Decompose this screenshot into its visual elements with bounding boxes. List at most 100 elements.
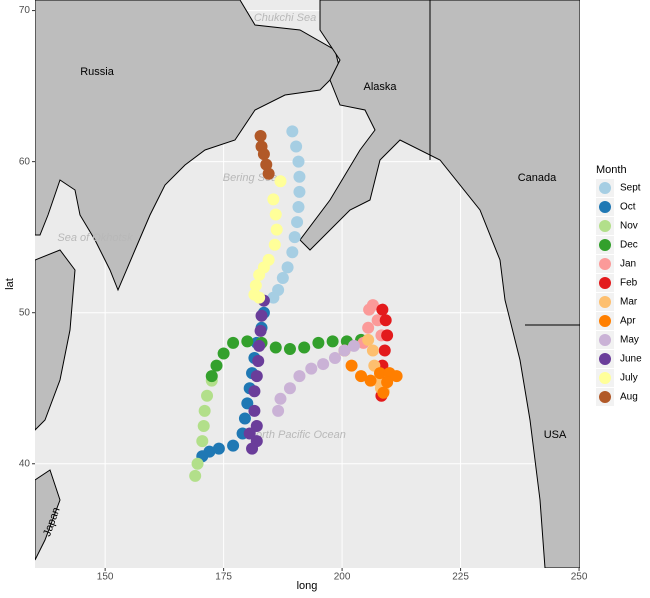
legend-label: Feb (620, 278, 638, 289)
track-point (253, 268, 266, 281)
legend-swatch (599, 182, 611, 194)
track-point (250, 420, 263, 432)
border (429, 0, 580, 326)
legend-label: Dec (620, 240, 638, 251)
track-point (252, 355, 265, 368)
track-point (283, 382, 296, 395)
track-point (243, 427, 256, 440)
legend-swatch (599, 372, 611, 384)
legend-swatch (599, 201, 611, 213)
y-tick-label: 50 (19, 307, 31, 318)
track-point (291, 216, 304, 229)
x-tick-label: 225 (452, 572, 469, 583)
track-point (274, 175, 287, 188)
track-point (362, 321, 375, 334)
track-point (347, 339, 360, 352)
track-point (366, 299, 379, 312)
x-axis-title: long (297, 580, 318, 592)
x-tick-label: 250 (571, 572, 588, 583)
track-point (364, 374, 377, 387)
track-point (355, 370, 368, 383)
track-point (269, 341, 282, 354)
map-label: USA (544, 429, 567, 441)
legend-label: Jan (620, 259, 636, 270)
track-point (268, 238, 281, 251)
track-point (345, 359, 358, 372)
track-point (293, 170, 306, 183)
track-point (269, 208, 282, 221)
track-point (276, 271, 289, 284)
legend-title: Month (596, 164, 627, 176)
track-point (381, 329, 394, 342)
track-point (267, 193, 280, 206)
points (189, 125, 403, 482)
y-tick-label: 70 (19, 5, 31, 16)
track-point (305, 362, 318, 375)
track-point (378, 344, 391, 357)
track-point (286, 246, 299, 259)
map-label: Chukchi Sea (254, 12, 316, 24)
track-point (293, 370, 306, 383)
track-point (196, 435, 209, 448)
track-point (338, 344, 351, 357)
track-point (248, 404, 261, 417)
legend-label: Oct (620, 202, 636, 213)
track-point (250, 370, 263, 383)
track-point (253, 291, 266, 304)
track-point (257, 148, 270, 161)
track-point (377, 386, 390, 399)
track-point (326, 335, 339, 348)
y-tick-label: 40 (19, 458, 31, 469)
track-point (189, 469, 202, 482)
track-point (254, 324, 267, 337)
japan-land (35, 469, 61, 561)
legend-label: June (620, 354, 642, 365)
legend-swatch (599, 277, 611, 289)
track-point (197, 420, 210, 432)
legend-swatch (599, 391, 611, 403)
track-point (260, 158, 273, 171)
track-point (286, 125, 299, 138)
track-point (292, 200, 305, 213)
track-point (312, 336, 325, 349)
track-point (270, 223, 283, 236)
track-point (379, 314, 392, 327)
track-point (288, 231, 301, 244)
track-point (376, 303, 389, 316)
track-point (249, 279, 262, 292)
track-point (253, 339, 266, 352)
track-point (366, 344, 379, 357)
legend-label: Sept (620, 183, 641, 194)
track-point (293, 185, 306, 198)
track-point (381, 376, 394, 389)
x-tick-label: 150 (97, 572, 114, 583)
legend-swatch (599, 239, 611, 251)
track-point (191, 457, 204, 470)
legend-swatch (599, 296, 611, 308)
legend-swatch (599, 220, 611, 232)
legend-label: Apr (620, 316, 636, 327)
x-tick-label: 200 (334, 572, 351, 583)
track-point (238, 412, 251, 425)
map-label: North Pacific Ocean (248, 429, 346, 441)
legend-swatch (599, 334, 611, 346)
track-point (262, 167, 275, 180)
track-point (272, 404, 285, 417)
map-label: Canada (518, 172, 557, 184)
map-label: Russia (80, 66, 115, 78)
track-point (212, 442, 225, 455)
legend-swatch (599, 315, 611, 327)
track-point (210, 359, 223, 372)
north-america-land (299, 0, 580, 568)
track-point (267, 291, 280, 304)
legend-label: July (620, 373, 638, 384)
track-point (281, 261, 294, 274)
land (35, 0, 580, 568)
track-point (198, 404, 211, 417)
track-point (201, 389, 214, 402)
track-point (246, 442, 259, 455)
track-point (362, 333, 375, 346)
track-point (390, 370, 403, 383)
legend-label: Nov (620, 221, 638, 232)
